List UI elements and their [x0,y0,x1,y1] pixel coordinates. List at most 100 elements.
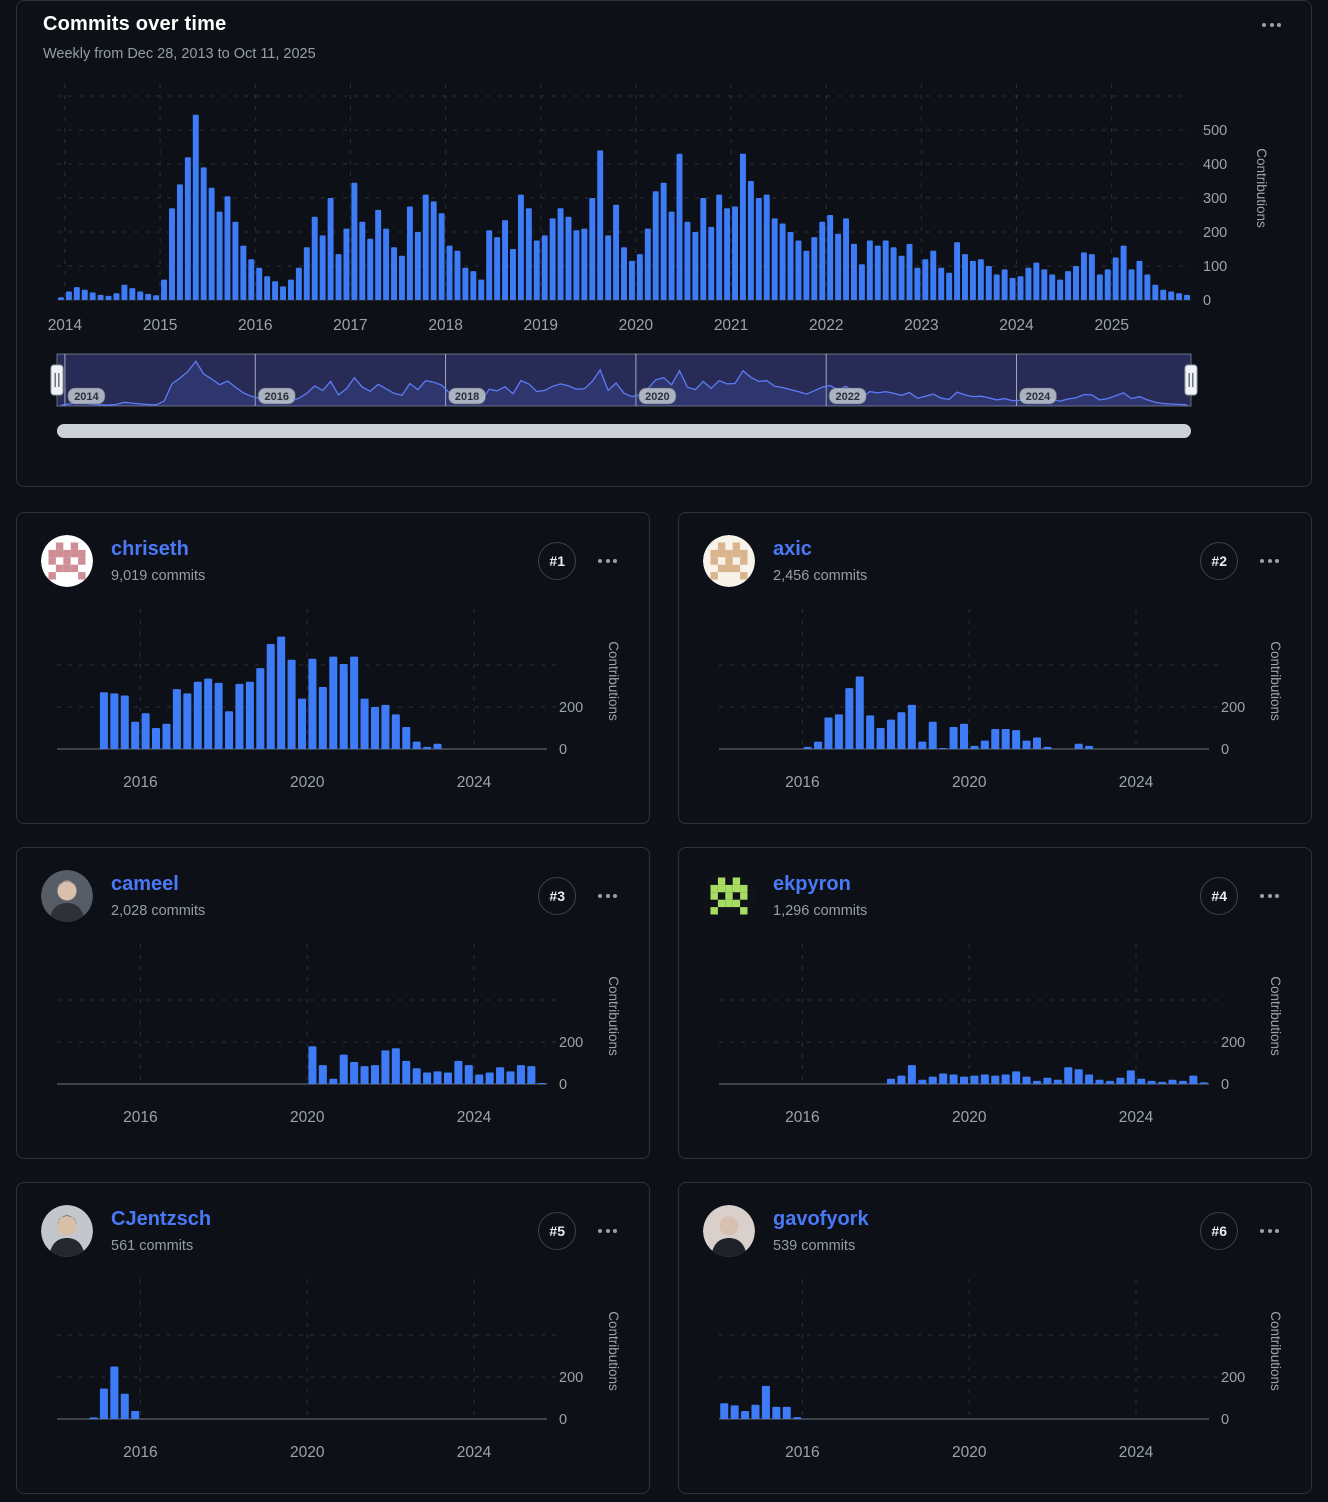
contributor-commits: 1,296 commits [773,903,868,919]
rank-badge: #4 [1200,877,1239,915]
svg-text:200: 200 [559,1035,583,1051]
kebab-menu-icon [1258,559,1281,563]
contributor-card: CJentzsch 561 commits #5 2016 2020 2024 0 20… [16,1182,650,1494]
svg-text:200: 200 [1221,1035,1245,1051]
brush-scrollbar[interactable] [57,424,1191,438]
svg-text:2014: 2014 [48,317,83,334]
brush-left-handle[interactable] [50,364,64,396]
contributor-chart: 2016 2020 2024 0 200 Contributions [719,609,1283,791]
rank-badge: #6 [1200,1212,1239,1250]
svg-text:0: 0 [559,1412,567,1428]
contributor-name-link[interactable]: chriseth [111,538,189,560]
contributor-card: chriseth 9,019 commits #1 2016 2020 2024 0 2… [16,512,650,824]
svg-text:2014: 2014 [74,391,99,403]
svg-text:2024: 2024 [999,317,1034,334]
svg-text:2016: 2016 [785,1109,819,1126]
svg-text:2015: 2015 [143,317,177,334]
svg-text:2022: 2022 [809,317,843,334]
contributor-name-link[interactable]: cameel [111,873,179,895]
svg-text:2020: 2020 [619,317,654,334]
rank-badge: #1 [538,542,577,580]
rank-badge: #5 [538,1212,577,1250]
svg-text:2016: 2016 [785,774,819,791]
svg-text:200: 200 [559,700,583,716]
kebab-menu-icon [1258,894,1281,898]
avatar[interactable] [703,1205,755,1257]
svg-text:0: 0 [1221,742,1229,758]
svg-text:2019: 2019 [523,317,557,334]
svg-text:200: 200 [1221,700,1245,716]
contributor-name-link[interactable]: ekpyron [773,873,851,895]
svg-text:2024: 2024 [457,1444,492,1461]
avatar[interactable] [703,870,755,922]
contributor-commits: 2,456 commits [773,568,868,584]
svg-text:2016: 2016 [123,1444,157,1461]
svg-text:Contributions: Contributions [1268,976,1283,1056]
card-menu-button[interactable] [590,553,625,569]
svg-text:Contributions: Contributions [606,976,621,1056]
svg-text:2016: 2016 [238,317,272,334]
svg-text:2022: 2022 [835,391,859,403]
svg-text:2020: 2020 [645,391,669,403]
svg-text:2020: 2020 [290,774,325,791]
svg-text:Contributions: Contributions [606,641,621,721]
svg-text:2016: 2016 [265,391,289,403]
avatar[interactable] [41,870,93,922]
svg-text:2016: 2016 [123,1109,157,1126]
svg-text:2020: 2020 [952,774,987,791]
contributor-chart: 2016 2020 2024 0 200 Contributions [719,944,1283,1126]
svg-text:2025: 2025 [1094,317,1128,334]
svg-text:Contributions: Contributions [606,1311,621,1391]
avatar[interactable] [703,535,755,587]
svg-text:2024: 2024 [1026,391,1051,403]
svg-text:200: 200 [1221,1370,1245,1386]
svg-text:Contributions: Contributions [1254,148,1269,228]
contributor-card: gavofyork 539 commits #6 2016 2020 2024 0 20… [678,1182,1312,1494]
svg-text:0: 0 [1203,293,1211,309]
rank-badge: #3 [538,877,577,915]
svg-text:2017: 2017 [333,317,367,334]
brush-right-handle[interactable] [1184,364,1198,396]
card-menu-button[interactable] [1252,553,1287,569]
svg-text:2024: 2024 [1119,1109,1154,1126]
avatar[interactable] [41,535,93,587]
svg-text:2016: 2016 [785,1444,819,1461]
panel-title: Commits over time [43,13,227,35]
contributor-card: ekpyron 1,296 commits #4 2016 2020 2024 0 20… [678,847,1312,1159]
contributor-name-link[interactable]: axic [773,538,812,560]
contributor-card: axic 2,456 commits #2 2016 2020 2024 0 200 Co… [678,512,1312,824]
svg-text:2024: 2024 [1119,774,1154,791]
chart-brush[interactable]: 2014 2016 2018 2020 2022 2024 [17,350,1311,414]
svg-text:2018: 2018 [428,317,462,334]
svg-text:400: 400 [1203,157,1227,173]
contributor-card: cameel 2,028 commits #3 2016 2020 2024 0 200… [16,847,650,1159]
commits-panel: Commits over time Weekly from Dec 28, 20… [16,0,1312,487]
panel-menu-button[interactable] [1254,17,1289,33]
svg-text:Contributions: Contributions [1268,641,1283,721]
main-commits-chart: 2014 2015 2016 2017 2018 2019 2020 2021 2022 2023… [48,84,1269,334]
svg-text:2018: 2018 [455,391,479,403]
avatar[interactable] [41,1205,93,1257]
kebab-menu-icon [596,559,619,563]
kebab-menu-icon [596,894,619,898]
rank-badge: #2 [1200,542,1239,580]
svg-text:2020: 2020 [290,1109,325,1126]
kebab-menu-icon [1258,1229,1281,1233]
contributor-commits: 561 commits [111,1238,194,1254]
panel-subtitle: Weekly from Dec 28, 2013 to Oct 11, 2025 [43,46,316,62]
card-menu-button[interactable] [590,1223,625,1239]
contributors-grid: chriseth 9,019 commits #1 2016 2020 2024 0 2… [16,512,1312,1494]
contributor-commits: 539 commits [773,1238,856,1254]
svg-text:2016: 2016 [123,774,157,791]
svg-text:200: 200 [559,1370,583,1386]
svg-text:2020: 2020 [952,1109,987,1126]
card-menu-button[interactable] [590,888,625,904]
svg-text:0: 0 [559,1077,567,1093]
svg-text:0: 0 [1221,1077,1229,1093]
contributor-name-link[interactable]: gavofyork [773,1208,869,1230]
card-menu-button[interactable] [1252,1223,1287,1239]
contributor-name-link[interactable]: CJentzsch [111,1208,212,1230]
contributor-commits: 9,019 commits [111,568,206,584]
svg-text:2024: 2024 [457,1109,492,1126]
card-menu-button[interactable] [1252,888,1287,904]
